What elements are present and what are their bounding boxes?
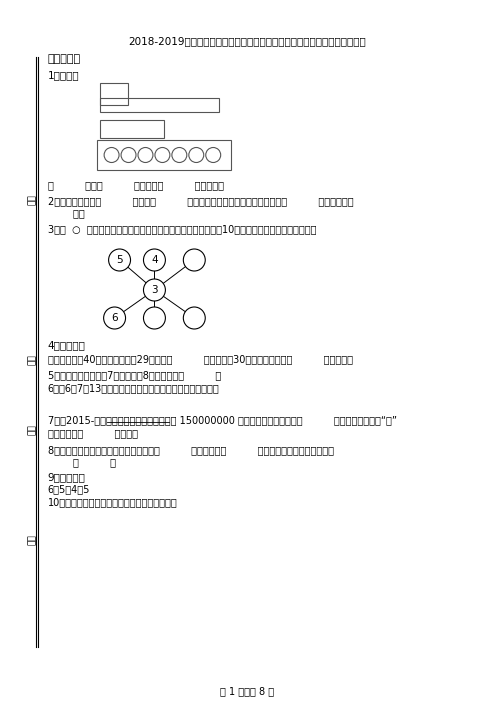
Circle shape (104, 307, 125, 329)
Text: 2018-2019年上海市徐汇区虹桥路小学一年级上册数学第一次模拟月考含答案: 2018-2019年上海市徐汇区虹桥路小学一年级上册数学第一次模拟月考含答案 (128, 36, 366, 46)
Circle shape (143, 249, 165, 271)
Text: 一、填空题: 一、填空题 (48, 54, 81, 64)
Text: 10．数一数，下面图形是由几个正方体组成的。: 10．数一数，下面图形是由几个正方体组成的。 (48, 497, 178, 507)
Text: 商店里原来有40台电视机，卖掄29台，还剩          台？又运来30台，现在商店里有          台电视机？: 商店里原来有40台电视机，卖掄29台，还剩 台？又运来30台，现在商店里有 台电… (48, 354, 353, 364)
Circle shape (143, 279, 165, 301)
Text: 1．观察。: 1．观察。 (48, 70, 79, 80)
Text: 6＋5－4＝5: 6＋5－4＝5 (48, 484, 90, 494)
Text: 6．用6、7、13这三个数写出两道加法算式和两道减法算式。: 6．用6、7、13这三个数写出两道加法算式和两道减法算式。 (48, 383, 220, 393)
Text: 5: 5 (116, 255, 123, 265)
Text: 2．计算减法时，要          对齐，从          位减起，哪一位不够减，就从前一位退          ，在本位上加: 2．计算减法时，要 对齐，从 位减起，哪一位不够减，就从前一位退 ，在本位上加 (48, 196, 354, 206)
Text: 6: 6 (111, 313, 118, 323)
Circle shape (184, 249, 205, 271)
Text: 作单位的数是          平方米。: 作单位的数是 平方米。 (48, 428, 138, 438)
Circle shape (109, 249, 130, 271)
Text: 4．应用题。: 4．应用题。 (48, 340, 86, 350)
Text: 有          个圆，          个长方形，          个正方形。: 有 个圆， 个长方形， 个正方形。 (48, 180, 224, 190)
Text: 3．在  ○  里填上正确的数，使每条线的三个数相加的和都等于10。（从上到下，从左到右填写）: 3．在 ○ 里填上正确的数，使每条线的三个数相加的和都等于10。（从上到下，从左… (48, 224, 316, 234)
Text: 再减: 再减 (48, 208, 85, 218)
Bar (100, 98, 219, 112)
Text: 题号: 题号 (27, 535, 36, 545)
Text: 8．在数位顺序表中，从右往左数第六位是          ，计数单位是          ，与它相邻的两个计数单位是: 8．在数位顺序表中，从右往左数第六位是 ，计数单位是 ，与它相邻的两个计数单位是 (48, 445, 334, 455)
Circle shape (143, 307, 165, 329)
Text: 第 1 页，共 8 页: 第 1 页，共 8 页 (220, 686, 274, 696)
Bar (100, 120, 164, 138)
Text: 班级: 班级 (27, 425, 36, 435)
Text: 和          。: 和 。 (48, 457, 116, 467)
Text: 3: 3 (151, 285, 158, 295)
Bar (97, 140, 231, 170)
Circle shape (184, 307, 205, 329)
Text: 5．一个数的十位上是7，个位上是8，这个整数是          。: 5．一个数的十位上是7，个位上是8，这个整数是 。 (48, 370, 221, 380)
Text: 9．判断正误: 9．判断正误 (48, 472, 86, 482)
Bar (100, 83, 127, 105)
Text: 7．（2015-浙江嘉阳）舟舍岛的面积大约是 150000000 平方米，横线上的数读作          平方米，改写成用“亿”: 7．（2015-浙江嘉阳）舟舍岛的面积大约是 150000000 平方米，横线上… (48, 415, 397, 425)
Text: 姓名: 姓名 (27, 355, 36, 365)
Text: 分数: 分数 (27, 194, 36, 206)
Text: 4: 4 (151, 255, 158, 265)
